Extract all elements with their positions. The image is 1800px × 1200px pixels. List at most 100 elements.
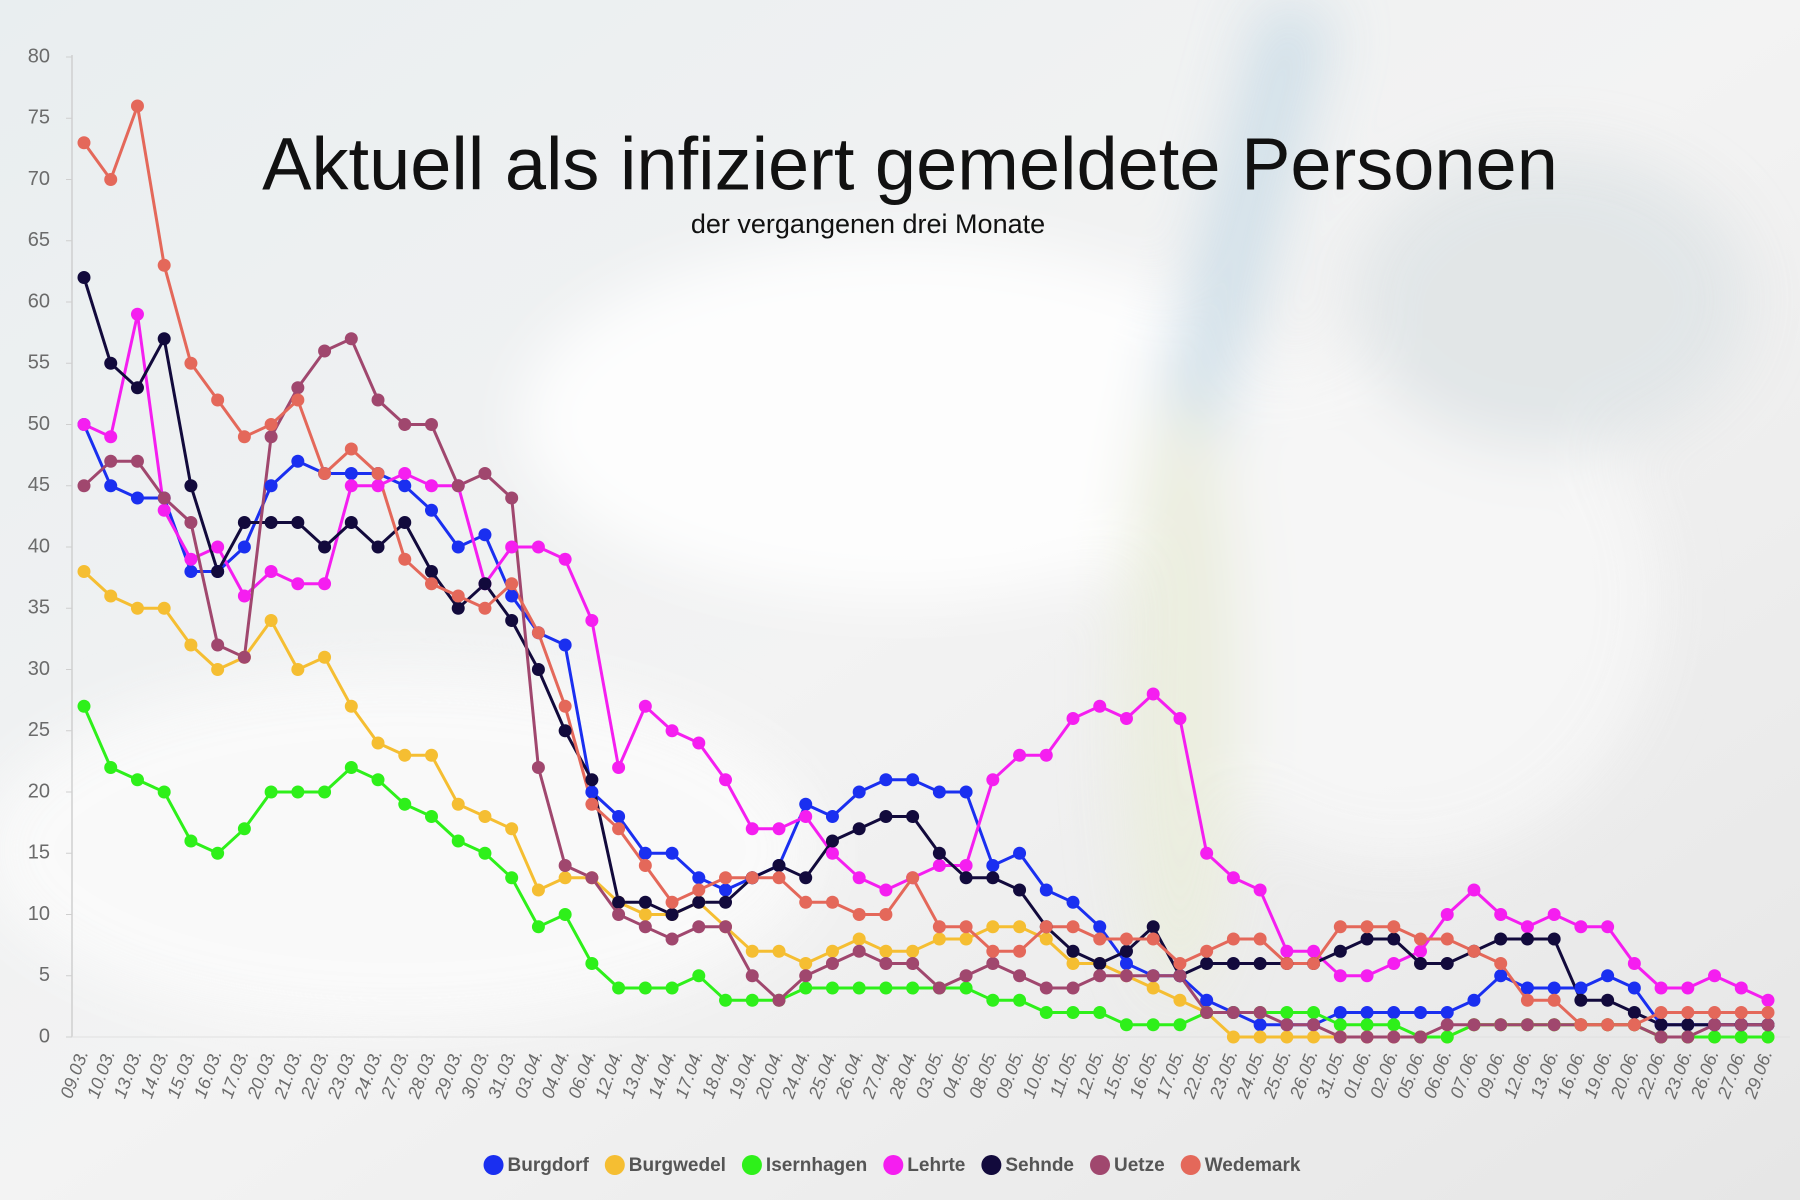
data-point <box>505 614 519 627</box>
data-point <box>852 981 866 995</box>
data-point <box>1681 981 1695 995</box>
data-point <box>1601 920 1615 934</box>
data-point <box>1520 993 1534 1007</box>
data-point <box>745 993 759 1007</box>
y-tick-label: 20 <box>28 780 50 802</box>
data-point <box>1734 981 1748 995</box>
data-point <box>692 920 706 934</box>
data-point <box>1013 748 1027 762</box>
data-point <box>1414 1006 1428 1019</box>
data-point <box>318 344 332 358</box>
y-tick-label: 60 <box>28 290 50 312</box>
data-point <box>318 467 332 480</box>
data-point <box>959 969 973 983</box>
data-point <box>130 381 144 395</box>
legend-swatch <box>483 1155 504 1175</box>
data-point <box>612 810 626 823</box>
y-tick-label: 70 <box>28 168 50 190</box>
data-point <box>1200 1006 1214 1019</box>
chart-subtitle: der vergangenen drei Monate <box>691 209 1045 239</box>
data-point <box>318 540 332 554</box>
data-point <box>1226 932 1240 946</box>
data-point <box>719 895 733 909</box>
data-point <box>424 503 438 517</box>
y-tick-label: 10 <box>28 903 50 925</box>
data-point <box>825 957 839 970</box>
data-point <box>879 981 893 995</box>
data-point <box>986 871 1000 885</box>
data-point <box>1280 1030 1294 1044</box>
data-point <box>1681 1018 1695 1032</box>
data-point <box>1734 1030 1748 1044</box>
data-point <box>478 846 492 860</box>
y-tick-label: 15 <box>28 842 50 864</box>
legend-swatch <box>981 1155 1002 1175</box>
data-point <box>104 479 118 493</box>
y-tick-label: 35 <box>28 597 50 619</box>
data-point <box>825 846 839 860</box>
data-point <box>692 883 706 897</box>
data-point <box>130 773 144 787</box>
data-point <box>1520 932 1534 946</box>
data-point <box>451 540 465 554</box>
data-point <box>1066 895 1080 909</box>
data-point <box>745 944 759 958</box>
data-point <box>1734 1006 1748 1019</box>
data-point <box>745 822 759 836</box>
data-point <box>531 663 545 676</box>
data-point <box>505 491 519 505</box>
data-point <box>665 908 679 921</box>
data-point <box>879 944 893 958</box>
data-point <box>371 540 385 554</box>
data-point <box>505 589 519 603</box>
legend-swatch <box>883 1155 904 1175</box>
data-point <box>906 981 920 995</box>
data-point <box>318 650 332 664</box>
data-point <box>371 393 385 407</box>
data-point <box>932 859 946 872</box>
data-point <box>1440 1018 1454 1032</box>
data-point <box>825 834 839 848</box>
data-point <box>638 981 652 995</box>
data-point <box>638 699 652 713</box>
data-point <box>665 981 679 995</box>
data-point <box>451 589 465 603</box>
data-point <box>1146 932 1160 946</box>
data-point <box>104 761 118 774</box>
data-point <box>1119 957 1133 970</box>
data-point <box>558 871 572 885</box>
data-point <box>799 969 813 983</box>
y-tick-label: 0 <box>39 1025 50 1047</box>
chart-title: Aktuell als infiziert gemeldete Personen <box>262 123 1558 206</box>
data-point <box>772 822 786 836</box>
data-point <box>719 920 733 934</box>
data-point <box>1146 1018 1160 1032</box>
data-point <box>585 614 599 627</box>
data-point <box>424 577 438 591</box>
data-point <box>745 871 759 885</box>
data-point <box>1066 981 1080 995</box>
data-point <box>211 393 225 407</box>
y-tick-label: 80 <box>28 45 50 67</box>
data-point <box>424 565 438 578</box>
data-point <box>1146 981 1160 995</box>
data-point <box>1280 1006 1294 1019</box>
data-point <box>1253 1030 1267 1044</box>
data-point <box>1173 1018 1187 1032</box>
legend-label: Sehnde <box>1005 1155 1074 1176</box>
data-point <box>825 810 839 823</box>
data-point <box>558 552 572 566</box>
data-point <box>1333 1018 1347 1032</box>
data-point <box>478 528 492 542</box>
data-point <box>558 724 572 738</box>
data-point <box>237 540 251 554</box>
y-tick-label: 55 <box>28 352 50 374</box>
data-point <box>1654 1006 1668 1019</box>
data-point <box>1039 981 1053 995</box>
data-point <box>1013 944 1027 958</box>
data-point <box>1601 1018 1615 1032</box>
data-point <box>1146 920 1160 934</box>
data-point <box>157 332 171 346</box>
data-point <box>1307 1030 1321 1044</box>
data-point <box>1547 1018 1561 1032</box>
